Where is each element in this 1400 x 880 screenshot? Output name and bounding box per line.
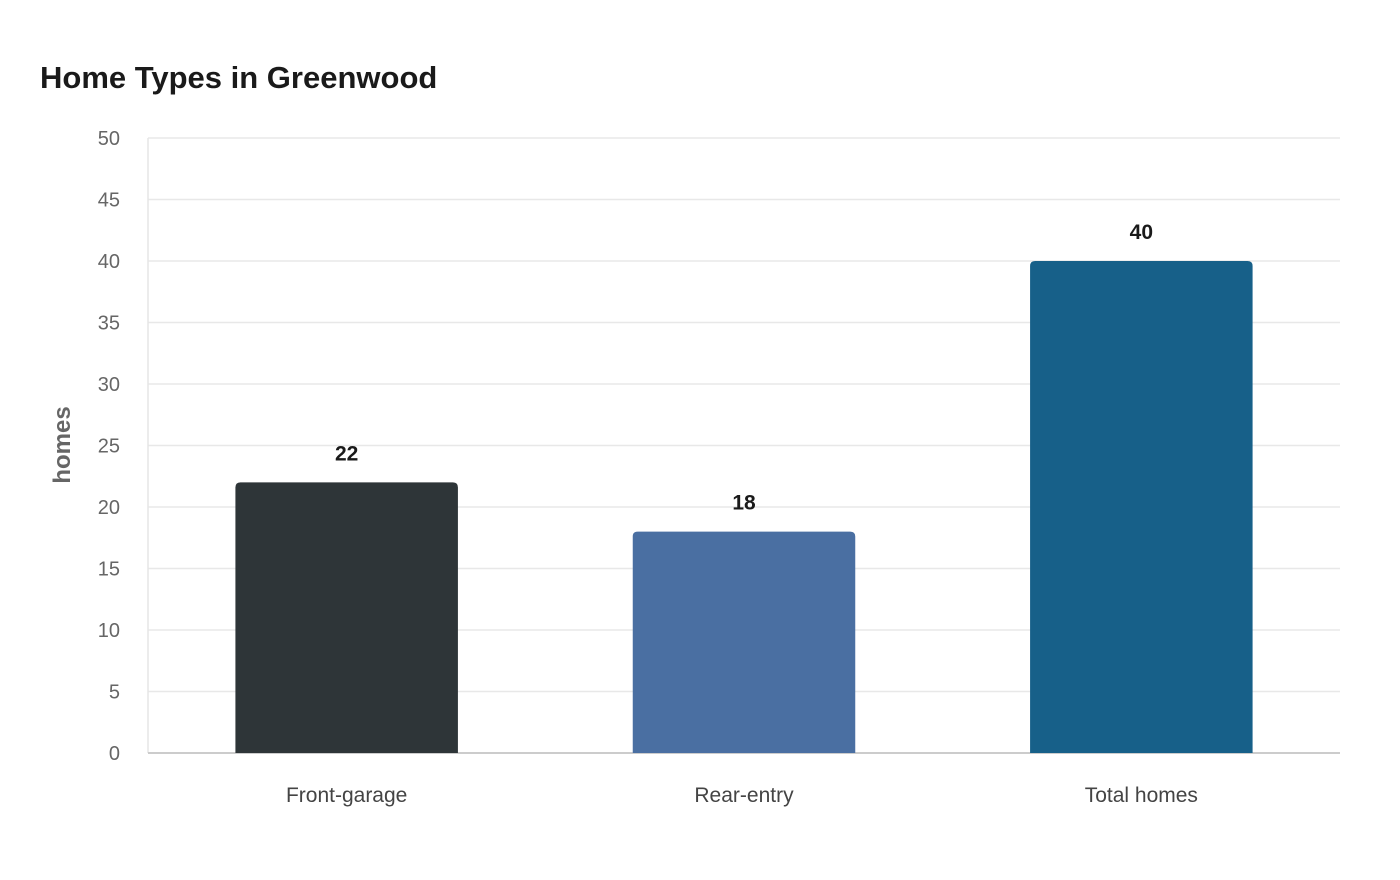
- y-tick-label: 30: [98, 374, 120, 396]
- y-tick-label: 35: [98, 313, 120, 335]
- bar-front-garage: [235, 482, 458, 753]
- y-tick-label: 20: [98, 497, 120, 519]
- data-label: 40: [1130, 221, 1153, 244]
- data-label: 18: [732, 492, 756, 515]
- x-category-label: Rear-entry: [694, 784, 794, 807]
- x-category-label: Front-garage: [286, 784, 407, 807]
- y-tick-label: 5: [109, 682, 120, 704]
- data-label: 22: [335, 442, 358, 465]
- y-tick-label: 0: [109, 743, 120, 765]
- y-axis-title: homes: [49, 406, 76, 483]
- chart-title: Home Types in Greenwood: [40, 60, 438, 95]
- x-category-label: Total homes: [1085, 784, 1198, 807]
- y-tick-label: 25: [98, 436, 120, 458]
- bar-total-homes: [1030, 261, 1253, 753]
- y-tick-label: 45: [98, 190, 120, 212]
- y-tick-label: 15: [98, 559, 120, 581]
- bar-rear-entry: [632, 531, 856, 753]
- y-tick-label: 40: [98, 251, 120, 273]
- bars: [235, 261, 1253, 753]
- y-tick-label: 10: [98, 620, 120, 642]
- y-tick-label: 50: [98, 128, 120, 150]
- labels: 0 5 10 15 20 25 30 35 40 45 50 22 Front-garage 18 Rear…: [98, 128, 1198, 807]
